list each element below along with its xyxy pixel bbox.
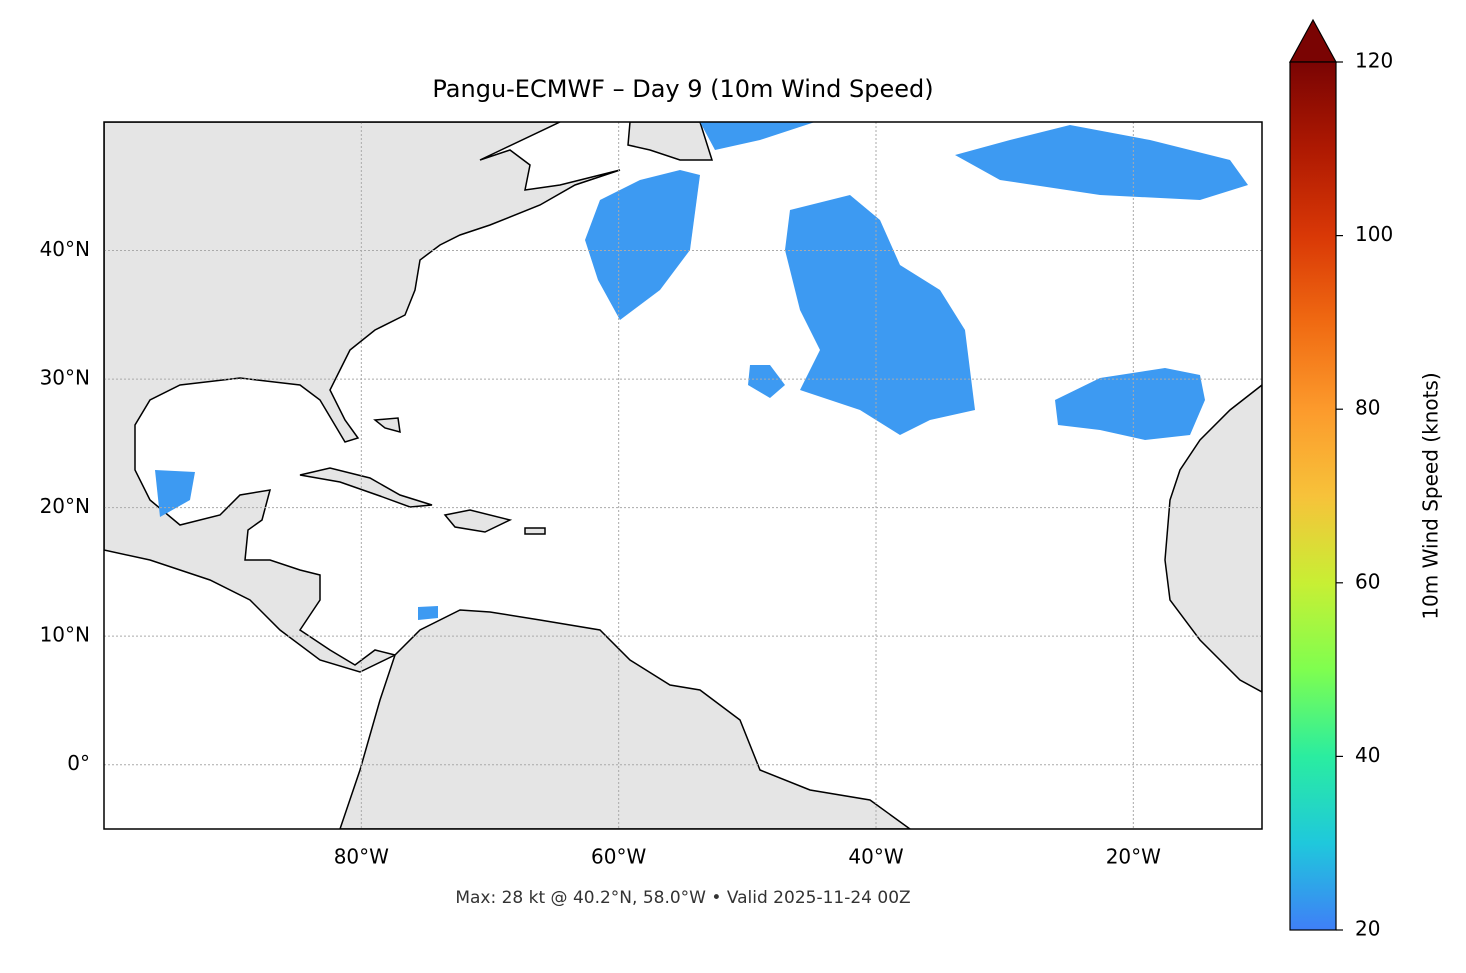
colorbar-label: 10m Wind Speed (knots)	[1419, 372, 1443, 619]
map-layer	[104, 122, 1262, 829]
north-america	[104, 122, 621, 673]
colorbar-tick-label: 20	[1355, 917, 1380, 941]
x-tick-label: 60°W	[591, 845, 646, 869]
colorbar-tick-label: 100	[1355, 222, 1393, 246]
colorbar-tick-label: 120	[1355, 49, 1393, 73]
x-tick-label: 40°W	[848, 845, 903, 869]
y-tick-label: 0°	[67, 751, 90, 775]
y-tick-label: 10°N	[40, 623, 90, 647]
x-tick-label: 80°W	[334, 845, 389, 869]
wind-area	[418, 606, 438, 620]
wind-area	[785, 195, 975, 435]
bahamas	[373, 417, 401, 434]
wind-area	[1055, 368, 1205, 440]
x-tick-label: 20°W	[1106, 845, 1161, 869]
wind-area	[748, 365, 785, 398]
wind-area	[700, 122, 815, 150]
footer-note: Max: 28 kt @ 40.2°N, 58.0°W • Valid 2025…	[455, 888, 910, 908]
y-tick-label: 30°N	[40, 366, 90, 390]
wind-area	[155, 470, 195, 517]
colorbar	[1289, 61, 1337, 931]
grid	[104, 122, 1262, 829]
newfoundland	[627, 122, 714, 161]
y-tick-label: 40°N	[40, 237, 90, 261]
hispaniola	[443, 509, 513, 533]
africa	[1164, 384, 1262, 693]
colorbar-tick-label: 40	[1355, 743, 1380, 767]
map-title: Pangu-ECMWF – Day 9 (10m Wind Speed)	[432, 75, 933, 103]
y-tick-label: 20°N	[40, 494, 90, 518]
colorbar-tick-label: 60	[1355, 569, 1380, 593]
cuba	[299, 467, 433, 508]
south-america	[339, 609, 912, 829]
colorbar-tick-label: 80	[1355, 396, 1380, 420]
colorbar-extend	[1288, 18, 1338, 63]
map-frame	[103, 121, 1263, 830]
wind-area	[955, 125, 1248, 200]
puerto-rico	[524, 527, 546, 535]
wind-area	[585, 170, 700, 320]
